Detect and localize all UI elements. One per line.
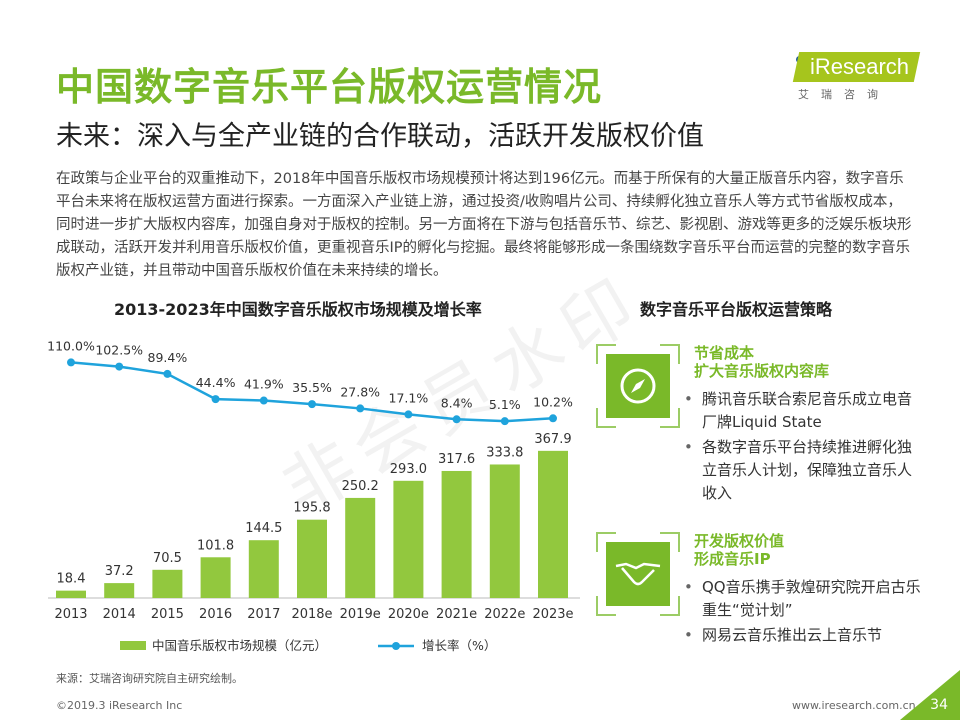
line-label: 44.4%: [196, 375, 236, 390]
page-title: 中国数字音乐平台版权运营情况: [56, 65, 603, 109]
line-label: 102.5%: [95, 343, 143, 358]
line-label: 5.1%: [489, 397, 521, 412]
bar: [393, 480, 424, 598]
bar: [441, 470, 472, 598]
bar-label: 18.4: [57, 572, 86, 587]
line-point: [500, 417, 509, 426]
page-number: 34: [930, 697, 948, 713]
x-tick-label: 2013: [54, 607, 87, 622]
line-label: 17.1%: [389, 390, 429, 405]
page-subtitle: 未来：深入与全产业链的合作联动，活跃开发版权价值: [56, 121, 704, 152]
x-tick-label: 2019e: [340, 607, 381, 622]
x-tick-label: 2016: [199, 607, 232, 622]
line-point: [67, 358, 75, 367]
chart-title: 2013-2023年中国数字音乐版权市场规模及增长率: [114, 300, 482, 319]
bar: [538, 450, 568, 598]
bar-label: 144.5: [245, 521, 282, 536]
copyright: ©2019.3 iResearch Inc: [56, 699, 183, 712]
bar-label: 317.6: [438, 452, 475, 467]
intro-paragraph: 在政策与企业平台的双重推动下，2018年中国音乐版权市场规模预计将达到196亿元…: [56, 171, 912, 279]
legend-line-label: 增长率（%）: [422, 638, 496, 653]
x-tick-label: 2021e: [436, 607, 477, 622]
strategy-title: 数字音乐平台版权运营策略: [640, 300, 833, 319]
line-point: [163, 369, 172, 378]
bar: [200, 557, 231, 598]
website-link[interactable]: www.iresearch.com.cn: [792, 699, 916, 712]
bar-label: 293.0: [390, 462, 427, 477]
line-point: [308, 400, 316, 409]
line-label: 27.8%: [340, 384, 380, 399]
x-tick-label: 2018e: [291, 607, 332, 622]
bar-label: 37.2: [105, 564, 134, 579]
legend-bar-swatch: [120, 641, 146, 650]
bar-label: 101.8: [197, 538, 234, 553]
bullet: 腾讯音乐联合索尼音乐成立电音厂牌Liquid State: [684, 388, 924, 434]
line-point: [259, 396, 268, 405]
bar-label: 195.8: [293, 501, 330, 516]
line-point: [452, 415, 461, 424]
bar-label: 70.5: [153, 551, 182, 566]
line-point: [115, 362, 124, 371]
bullet: 网易云音乐推出云上音乐节: [684, 624, 924, 647]
bar: [345, 497, 376, 598]
bar-label: 250.2: [342, 479, 379, 494]
x-tick-label: 2022e: [484, 607, 525, 622]
line-point: [356, 404, 365, 413]
line-label: 8.4%: [441, 395, 473, 410]
line-point: [549, 414, 557, 423]
legend-bar-label: 中国音乐版权市场规模（亿元）: [152, 638, 327, 653]
corner-decoration: [900, 670, 960, 720]
x-tick-label: 2017: [247, 607, 280, 622]
line-label: 110.0%: [47, 338, 95, 353]
handshake-icon: [615, 562, 661, 586]
bullet: 各数字音乐平台持续推进孵化独立音乐人计划，保障独立音乐人收入: [684, 436, 924, 505]
x-tick-label: 2020e: [388, 607, 429, 622]
bar: [297, 519, 327, 598]
bar: [152, 569, 183, 598]
line-point: [404, 410, 413, 419]
line-point: [211, 395, 220, 404]
bar-label: 367.9: [534, 432, 571, 447]
bar: [248, 540, 279, 598]
line-label: 10.2%: [533, 394, 573, 409]
x-tick-label: 2023e: [532, 607, 573, 622]
compass-icon: [620, 368, 656, 404]
line-label: 89.4%: [148, 350, 188, 365]
bar-label: 333.8: [486, 445, 523, 460]
x-tick-label: 2015: [151, 607, 184, 622]
legend-line-marker: [392, 642, 400, 650]
bar: [104, 583, 135, 598]
bar: [56, 590, 86, 598]
iresearch-logo: iResearch 艾瑞咨询: [792, 52, 921, 102]
line-label: 35.5%: [292, 380, 332, 395]
bar: [489, 464, 520, 598]
market-chart: 18.4 2013 37.2 2014 70.5 2015 101.8 2016 144.5 20…: [47, 338, 580, 653]
source-note: 来源：艾瑞咨询研究院自主研究绘制。: [56, 672, 243, 685]
line-label: 41.9%: [244, 377, 284, 392]
bullet: QQ音乐携手敦煌研究院开启古乐重生“觉计划”: [684, 576, 924, 622]
x-tick-label: 2014: [103, 607, 136, 622]
